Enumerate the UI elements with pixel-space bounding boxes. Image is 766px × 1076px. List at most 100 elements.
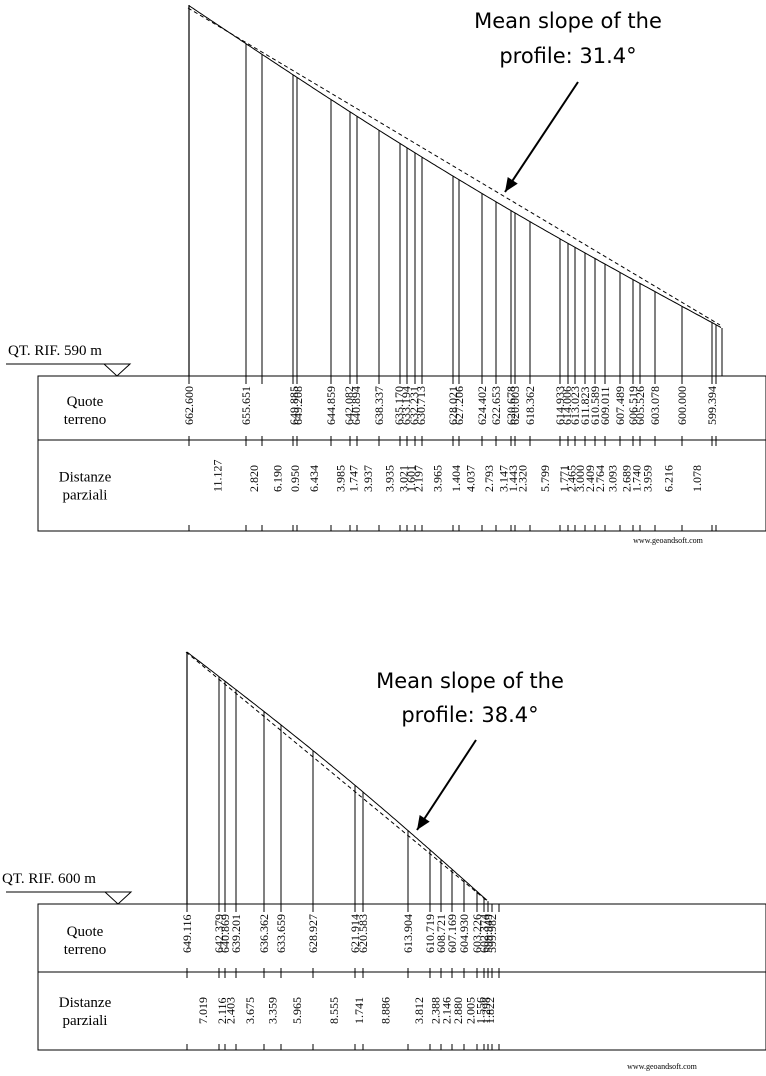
distance-value: 1.822 bbox=[483, 997, 497, 1024]
reference-level-label: QT. RIF. 590 m bbox=[8, 343, 102, 359]
distance-value: 1.443 bbox=[506, 465, 520, 492]
elevation-value: 642.082 bbox=[342, 386, 356, 425]
distance-value: 8.555 bbox=[327, 997, 341, 1024]
distance-value: 5.799 bbox=[538, 465, 552, 492]
distance-value: 2.409 bbox=[583, 465, 597, 492]
elevation-value: 618.362 bbox=[523, 386, 537, 425]
distance-value: 8.886 bbox=[379, 997, 393, 1024]
profile-2: Mean slope of the profile: 38.4° QT. RIF. … bbox=[2, 651, 766, 1071]
elevation-value: 649.116 bbox=[180, 914, 194, 953]
elevation-value: 609.011 bbox=[598, 386, 612, 425]
elevation-value: 640.894 bbox=[349, 386, 363, 425]
distance-value: 1.741 bbox=[352, 997, 366, 1024]
row-label-terreno: terreno bbox=[64, 942, 106, 958]
elevation-value: 628.021 bbox=[446, 386, 460, 425]
distance-value: 2.005 bbox=[464, 997, 478, 1024]
row-label-distanze: Distanze bbox=[59, 470, 112, 486]
slope-annotation-line-1: Mean slope of the bbox=[376, 669, 564, 693]
profile-1: Mean slope of the profile: 31.4° QT. RIF. … bbox=[6, 5, 766, 545]
elevation-value: 638.337 bbox=[372, 386, 386, 425]
elevation-value: 599.982 bbox=[485, 914, 499, 953]
elevation-value: 622.653 bbox=[489, 386, 503, 425]
distance-value: 2.146 bbox=[440, 997, 454, 1024]
elevation-value: 614.006 bbox=[560, 386, 574, 425]
distance-value: 2.689 bbox=[620, 465, 634, 492]
elevation-value: 613.904 bbox=[401, 914, 415, 953]
distance-value: 4.037 bbox=[464, 465, 478, 492]
elevation-value: 608.721 bbox=[434, 914, 448, 953]
elevation-value: 624.402 bbox=[475, 386, 489, 425]
terrain-profile-line bbox=[186, 651, 488, 901]
distance-value: 1.078 bbox=[690, 465, 704, 492]
reference-level-label: QT. RIF. 600 m bbox=[2, 871, 96, 887]
distance-value: 3.937 bbox=[361, 465, 375, 492]
elevation-value: 655.651 bbox=[239, 386, 253, 425]
elevation-value: 610.719 bbox=[423, 914, 437, 953]
elevation-value: 627.206 bbox=[452, 386, 466, 425]
distance-value: 1.601 bbox=[404, 465, 418, 492]
distance-value: 2.320 bbox=[516, 465, 530, 492]
elevation-value: 649.885 bbox=[287, 386, 301, 425]
distance-value: 3.965 bbox=[431, 465, 445, 492]
distance-value: 1.771 bbox=[557, 465, 571, 492]
elevation-value: 606.519 bbox=[626, 386, 640, 425]
elevation-value: 607.489 bbox=[613, 386, 627, 425]
elevation-value: 605.526 bbox=[633, 386, 647, 425]
elevation-value: 662.600 bbox=[182, 386, 196, 425]
elevation-value: 628.927 bbox=[306, 914, 320, 953]
elevation-value: 604.930 bbox=[457, 914, 471, 953]
distance-value: 11.127 bbox=[211, 459, 225, 492]
elevation-value: 633.659 bbox=[274, 914, 288, 953]
elevation-value: 620.003 bbox=[508, 386, 522, 425]
reference-triangle-icon bbox=[103, 891, 133, 905]
distance-value: 0.950 bbox=[288, 465, 302, 492]
arrow-head bbox=[505, 177, 518, 192]
distance-value: 1.404 bbox=[449, 465, 463, 492]
elevation-value: 644.859 bbox=[324, 386, 338, 425]
mean-slope-line bbox=[187, 7, 721, 326]
distance-value: 3.021 bbox=[397, 465, 411, 492]
distance-value: 2.197 bbox=[412, 465, 426, 492]
distance-value: 2.880 bbox=[451, 997, 465, 1024]
distance-value: 7.019 bbox=[196, 997, 210, 1024]
elevation-value: 620.583 bbox=[356, 914, 370, 953]
distance-value: 1.298 bbox=[479, 997, 493, 1024]
elevation-value: 621.914 bbox=[348, 914, 362, 953]
row-label-quote: Quote bbox=[67, 394, 104, 410]
distance-value: 6.434 bbox=[307, 465, 321, 492]
row-label-parziali: parziali bbox=[63, 488, 108, 504]
elevation-value: 614.933 bbox=[553, 386, 567, 425]
distance-value: 1.747 bbox=[347, 465, 361, 492]
elevation-value: 635.170 bbox=[392, 386, 406, 425]
elevation-value: 642.379 bbox=[212, 914, 226, 953]
row-label-parziali: parziali bbox=[63, 1013, 108, 1029]
distance-value: 3.147 bbox=[497, 465, 511, 492]
elevation-value: 640.869 bbox=[218, 914, 232, 953]
elevation-value: 599.394 bbox=[705, 386, 719, 425]
distance-value: 2.764 bbox=[593, 465, 607, 492]
credit-text: www.geoandsoft.com bbox=[627, 1062, 697, 1071]
distance-value: 2.403 bbox=[224, 997, 238, 1024]
reference-triangle-icon bbox=[102, 363, 132, 377]
distance-value: 5.965 bbox=[290, 997, 304, 1024]
terrain-profile-line bbox=[188, 5, 722, 328]
elevation-value: 636.362 bbox=[257, 914, 271, 953]
elevation-value: 613.023 bbox=[568, 386, 582, 425]
elevation-value: 630.713 bbox=[414, 386, 428, 425]
elevation-value: 620.678 bbox=[504, 386, 518, 425]
elevation-value: 610.589 bbox=[588, 386, 602, 425]
distance-value: 2.388 bbox=[429, 997, 443, 1024]
credit-text: www.geoandsoft.com bbox=[633, 536, 703, 545]
elevation-value: 632.231 bbox=[407, 386, 421, 425]
elevation-value: 603.078 bbox=[648, 386, 662, 425]
elevation-value: 600.000 bbox=[675, 386, 689, 425]
annotation-arrow bbox=[504, 81, 579, 193]
slope-annotation-line-2: profile: 38.4° bbox=[401, 703, 538, 727]
distance-value: 3.359 bbox=[266, 997, 280, 1024]
distance-value: 1.740 bbox=[630, 465, 644, 492]
distance-value: 3.000 bbox=[573, 465, 587, 492]
elevation-value: 602.374 bbox=[477, 914, 491, 953]
distance-value: 3.675 bbox=[243, 997, 257, 1024]
distance-value: 2.465 bbox=[565, 465, 579, 492]
